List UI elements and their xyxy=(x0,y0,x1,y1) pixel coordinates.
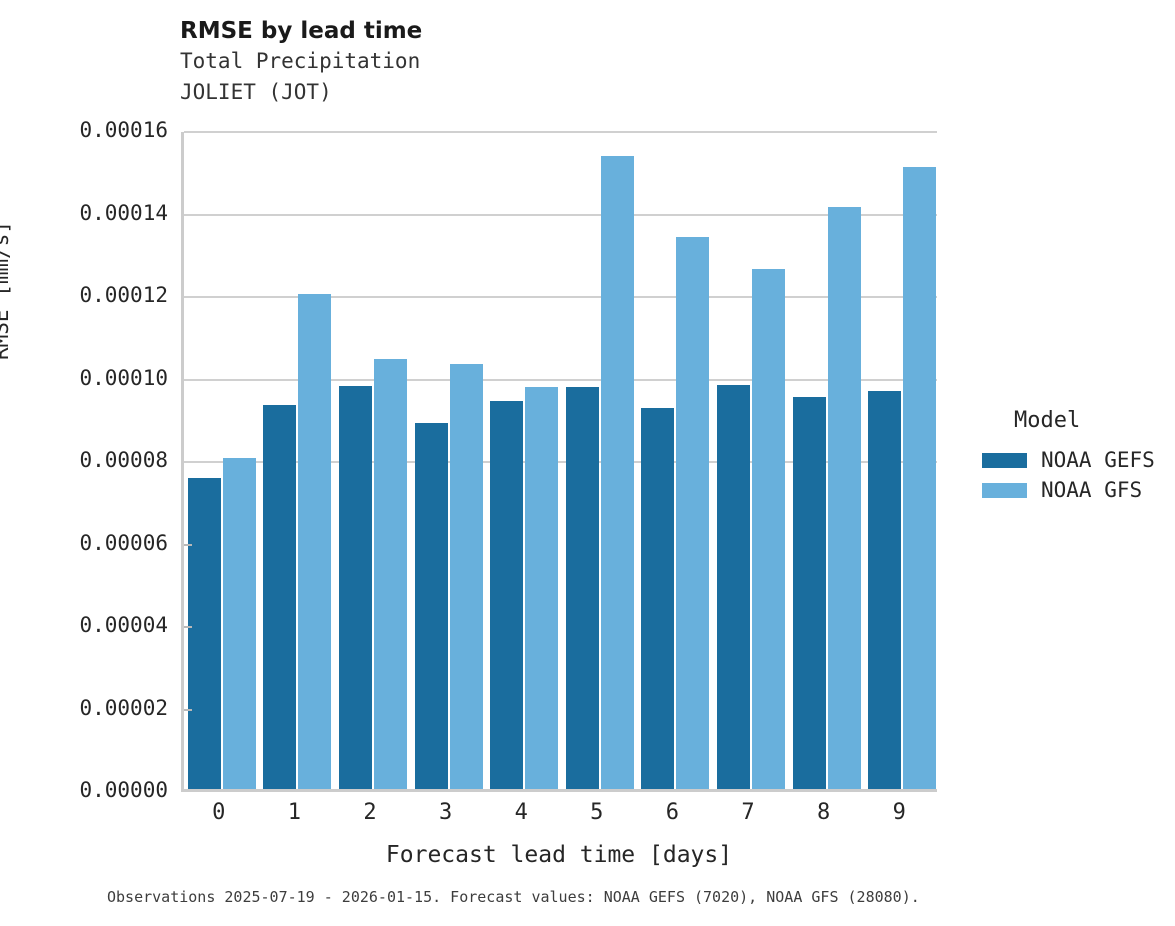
x-tick-label-4: 4 xyxy=(514,800,528,825)
bar-noaa-gfs-day-0[interactable] xyxy=(222,458,256,789)
x-tick-label-2: 2 xyxy=(363,800,377,825)
y-tick-label: 0.00014 xyxy=(79,200,168,225)
x-tick-label-9: 9 xyxy=(892,800,906,825)
bar-noaa-gefs-day-1[interactable] xyxy=(263,404,297,789)
legend-item-label: NOAA GFS xyxy=(1041,478,1143,502)
plot-area xyxy=(181,131,937,792)
x-axis-label: Forecast lead time [days] xyxy=(385,842,733,868)
bar-noaa-gfs-day-4[interactable] xyxy=(525,387,559,789)
bar-noaa-gefs-day-5[interactable] xyxy=(565,386,599,789)
y-tick-label: 0.00012 xyxy=(79,283,168,307)
y-tick-mark xyxy=(184,708,192,711)
legend-item-noaa-gfs[interactable]: NOAA GFS xyxy=(982,475,1155,505)
legend-item-label: NOAA GEFS xyxy=(1041,448,1155,472)
y-tick-label: 0.00002 xyxy=(79,695,168,720)
legend-swatch-icon xyxy=(982,452,1027,468)
bar-noaa-gfs-day-9[interactable] xyxy=(903,166,937,789)
bar-noaa-gfs-day-2[interactable] xyxy=(374,358,407,789)
title-block: RMSE by lead time Total Precipitation JO… xyxy=(180,16,422,108)
y-tick-mark xyxy=(184,543,192,546)
x-tick-label-7: 7 xyxy=(741,800,755,825)
bar-noaa-gefs-day-9[interactable] xyxy=(868,390,902,789)
gridline xyxy=(184,296,937,298)
x-tick-label-1: 1 xyxy=(287,800,302,825)
x-tick-label-8: 8 xyxy=(816,800,831,825)
gridline xyxy=(184,213,937,216)
bar-noaa-gfs-day-3[interactable] xyxy=(449,364,483,789)
legend-swatch-icon xyxy=(982,482,1027,498)
bar-noaa-gefs-day-3[interactable] xyxy=(414,422,448,789)
bar-noaa-gfs-day-5[interactable] xyxy=(600,156,634,789)
x-tick-label-6: 6 xyxy=(665,800,680,825)
x-tick-label-5: 5 xyxy=(590,800,604,825)
legend-title: Model xyxy=(1014,408,1081,433)
x-tick-label-0: 0 xyxy=(212,800,226,825)
bar-noaa-gefs-day-2[interactable] xyxy=(339,386,372,789)
gridline xyxy=(184,131,937,133)
bar-noaa-gfs-day-7[interactable] xyxy=(752,268,785,789)
bar-noaa-gfs-day-8[interactable] xyxy=(827,206,861,789)
bar-noaa-gfs-day-6[interactable] xyxy=(676,236,710,789)
page-title: RMSE by lead time xyxy=(180,18,423,44)
legend-item-noaa-gefs[interactable]: NOAA GEFS xyxy=(982,445,1155,475)
y-tick-label: 0.00016 xyxy=(79,118,168,142)
bar-noaa-gefs-day-6[interactable] xyxy=(641,407,675,789)
y-tick-label: 0.00000 xyxy=(79,778,168,802)
bar-noaa-gefs-day-7[interactable] xyxy=(717,385,750,789)
bar-noaa-gefs-day-4[interactable] xyxy=(490,401,524,789)
y-tick-label: 0.00008 xyxy=(79,448,168,472)
gridline xyxy=(184,378,937,381)
footnote: Observations 2025-07-19 - 2026-01-15. Fo… xyxy=(107,888,920,906)
x-tick-label-3: 3 xyxy=(438,800,453,825)
chart-station-label: JOLIET (JOT) xyxy=(180,80,332,104)
gridline xyxy=(184,461,937,463)
bar-noaa-gefs-day-0[interactable] xyxy=(187,477,221,789)
y-tick-label: 0.00010 xyxy=(79,365,168,390)
chart-subtitle: Total Precipitation xyxy=(180,49,421,73)
y-tick-label: 0.00006 xyxy=(79,530,168,555)
y-tick-mark xyxy=(184,626,192,628)
y-axis-label: RMSE [mm/s] xyxy=(0,220,13,360)
legend: Model NOAA GEFS NOAA GFS xyxy=(982,408,1155,505)
bar-noaa-gefs-day-8[interactable] xyxy=(792,396,826,789)
bar-noaa-gfs-day-1[interactable] xyxy=(298,294,332,789)
y-tick-label: 0.00004 xyxy=(79,613,168,637)
